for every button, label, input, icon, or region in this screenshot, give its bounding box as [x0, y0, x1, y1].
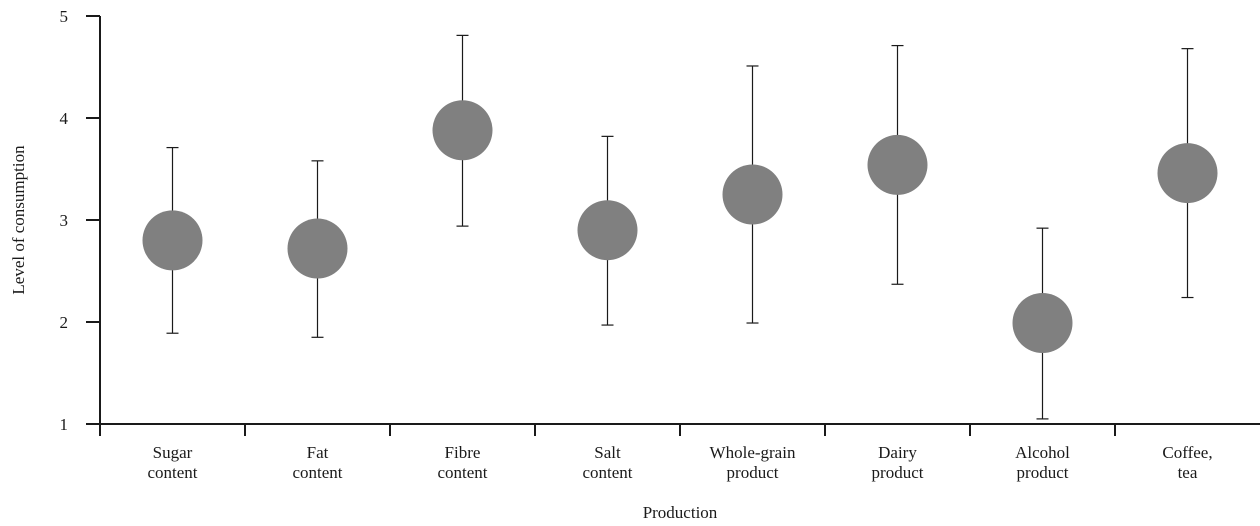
y-tick-label: 3 — [60, 211, 69, 230]
y-axis-title: Level of consumption — [9, 145, 28, 295]
data-point — [142, 210, 203, 271]
category-labels: Sugar content Fat content Fibre content Salt co… — [147, 443, 1212, 482]
y-ticks: 1 2 3 4 5 — [60, 7, 100, 434]
category-label: Salt content — [582, 443, 632, 482]
x-axis-title: Production — [643, 503, 718, 522]
axes — [99, 16, 1260, 436]
category-label: Dairy product — [872, 443, 924, 482]
data-point — [1157, 143, 1218, 204]
category-label: Coffee, tea — [1162, 443, 1212, 482]
y-tick-label: 4 — [60, 109, 69, 128]
category-label: Fibre content — [437, 443, 487, 482]
y-tick-label: 2 — [60, 313, 69, 332]
data-point — [867, 134, 928, 195]
data-point — [722, 164, 783, 225]
data-points — [142, 100, 1218, 354]
category-label: Fat content — [292, 443, 342, 482]
y-tick-label: 1 — [60, 415, 69, 434]
data-point — [432, 100, 493, 161]
data-point — [1012, 293, 1073, 354]
category-label: Whole-grain product — [710, 443, 796, 482]
category-label: Alcohol product — [1015, 443, 1070, 482]
data-point — [287, 218, 348, 279]
data-point — [577, 200, 638, 261]
category-label: Sugar content — [147, 443, 197, 482]
x-ticks — [244, 424, 1116, 436]
y-tick-label: 5 — [60, 7, 69, 26]
